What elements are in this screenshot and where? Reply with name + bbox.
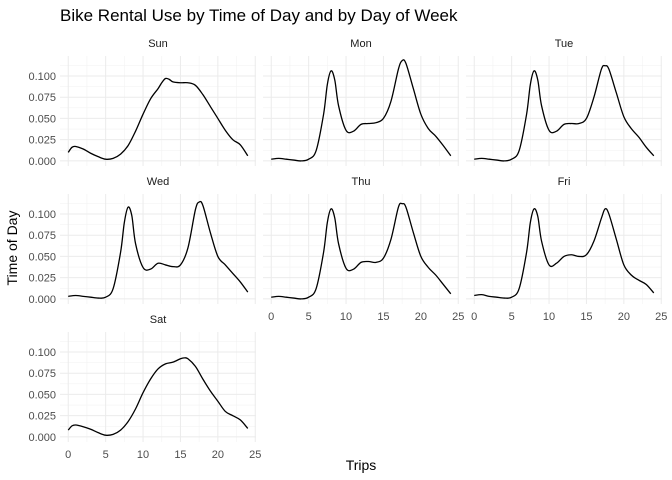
- facet-panel-wed: Wed 0.000 0.025 0.050 0.075 0.100: [28, 176, 256, 306]
- x-tick-label: 10: [543, 311, 555, 323]
- y-tick-label: 0.075: [28, 92, 56, 104]
- x-tick-label: 0: [268, 311, 274, 323]
- x-tick-label: 10: [137, 449, 149, 461]
- y-tick-label: 0.100: [28, 71, 56, 83]
- y-tick-label: 0.100: [28, 347, 56, 359]
- y-tick-label: 0.050: [28, 113, 56, 125]
- y-tick-label: 0.025: [28, 273, 56, 285]
- x-tick-label: 15: [377, 311, 389, 323]
- x-tick-label: 25: [655, 311, 667, 323]
- x-tick-label: 20: [618, 311, 630, 323]
- y-tick-label: 0.000: [28, 432, 56, 444]
- x-tick-label: 10: [340, 311, 352, 323]
- density-line-thu: [271, 202, 452, 300]
- density-line-wed: [68, 200, 249, 299]
- panel-background: [60, 194, 256, 304]
- density-line-sun: [67, 77, 249, 160]
- x-tick-label: 0: [65, 449, 71, 461]
- density-line-fri: [474, 207, 655, 299]
- x-tick-label: 25: [249, 449, 261, 461]
- y-tick-label: 0.025: [28, 411, 56, 423]
- density-line-mon: [271, 59, 452, 162]
- facet-strip-label: Wed: [147, 176, 169, 188]
- density-line-tue: [474, 64, 655, 162]
- facet-strip-label: Thu: [352, 176, 371, 188]
- panel-background: [60, 56, 256, 166]
- y-tick-label: 0.075: [28, 368, 56, 380]
- x-tick-label: 15: [580, 311, 592, 323]
- y-tick-label: 0.000: [28, 156, 56, 168]
- y-tick-label: 0.050: [28, 389, 56, 401]
- facet-strip-label: Tue: [555, 38, 574, 50]
- facet-strip-label: Sun: [148, 38, 168, 50]
- y-tick-label: 0.025: [28, 135, 56, 147]
- y-tick-label: 0.100: [28, 209, 56, 221]
- facet-panel-thu: Thu 0 5 10 15 20 25: [263, 176, 464, 323]
- facet-strip-label: Mon: [350, 38, 371, 50]
- facet-strip-label: Fri: [558, 176, 571, 188]
- panel-background: [263, 194, 459, 304]
- panel-background: [263, 56, 459, 166]
- facet-strip-label: Sat: [150, 314, 167, 326]
- panel-background: [466, 194, 662, 304]
- density-line-sat: [67, 357, 249, 436]
- y-tick-label: 0.075: [28, 230, 56, 242]
- y-tick-label: 0.050: [28, 251, 56, 263]
- y-axis-title: Time of Day: [4, 211, 20, 286]
- x-tick-label: 5: [306, 311, 312, 323]
- x-tick-label: 20: [212, 449, 224, 461]
- x-tick-label: 15: [174, 449, 186, 461]
- x-tick-label: 20: [415, 311, 427, 323]
- x-tick-label: 5: [509, 311, 515, 323]
- facet-panel-sun: Sun 0.000 0.025 0.050 0.075 0.100: [28, 38, 256, 168]
- facet-panel-mon: Mon: [263, 38, 459, 166]
- facet-panels: Sun 0.000 0.025 0.050 0.075 0.100 Mon Tue Wed 0.0…: [28, 38, 667, 461]
- x-axis-title: Trips: [346, 457, 377, 473]
- x-tick-label: 0: [471, 311, 477, 323]
- facet-panel-fri: Fri 0 5 10 15 20 25: [466, 176, 667, 323]
- x-tick-label: 25: [452, 311, 464, 323]
- x-tick-label: 5: [103, 449, 109, 461]
- y-tick-label: 0.000: [28, 294, 56, 306]
- panel-background: [60, 332, 256, 442]
- facet-panel-tue: Tue: [466, 38, 662, 166]
- chart-title: Bike Rental Use by Time of Day and by Da…: [60, 6, 458, 25]
- facet-panel-sat: Sat 0.000 0.025 0.050 0.075 0.100 0 5 10 15 20 25: [28, 314, 261, 461]
- panel-background: [466, 56, 662, 166]
